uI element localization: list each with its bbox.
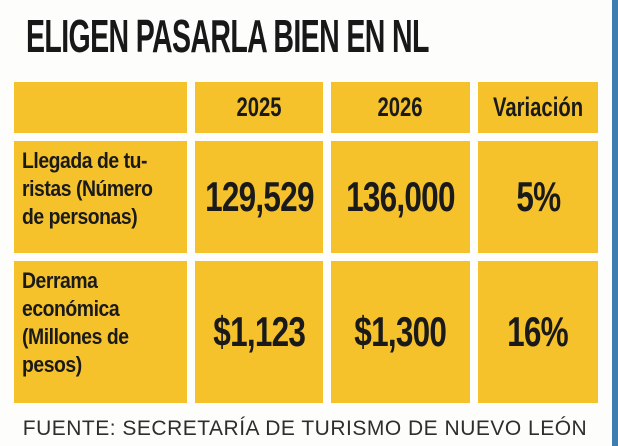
economic-impact-2026-value: $1,300 (354, 308, 448, 355)
economic-impact-variation-value: 16% (507, 308, 570, 355)
source-note: FUENTE: SECRETARÍA DE TURISMO DE NUEVO L… (22, 417, 588, 440)
tourist-arrivals-2026-value: 136,000 (346, 173, 455, 220)
right-edge-accent (612, 0, 618, 446)
row-label-economic-impact: Derrama económica (Millones de pesos) (14, 261, 187, 403)
tourism-table: 2025 2026 Variación Llegada de tu- rista… (14, 82, 598, 403)
tourist-arrivals-2025-cell: 129,529 (195, 141, 323, 253)
tourist-arrivals-2025-value: 129,529 (204, 173, 314, 220)
economic-impact-2025-value: $1,123 (213, 308, 306, 355)
row-label-text: Llegada de tu- ristas (Número de persona… (22, 148, 153, 230)
header-cell-empty (14, 82, 187, 133)
header-cell-2025: 2025 (195, 82, 323, 133)
row-label-text: Derrama económica (Millones de pesos) (22, 268, 129, 378)
header-cell-variacion: Variación (478, 82, 598, 133)
header-cell-2026: 2026 (331, 82, 470, 133)
tourist-arrivals-variation-cell: 5% (478, 141, 598, 253)
page-title: ELIGEN PASARLA BIEN EN NL (26, 10, 429, 62)
header-label-2025: 2025 (236, 92, 282, 122)
row-label-tourist-arrivals: Llegada de tu- ristas (Número de persona… (14, 141, 187, 253)
economic-impact-2026-cell: $1,300 (331, 261, 470, 403)
tourist-arrivals-2026-cell: 136,000 (331, 141, 470, 253)
tourist-arrivals-variation-value: 5% (515, 173, 561, 220)
header-label-variacion: Variación (492, 92, 584, 122)
economic-impact-variation-cell: 16% (478, 261, 598, 403)
header-label-2026: 2026 (377, 92, 424, 122)
economic-impact-2025-cell: $1,123 (195, 261, 323, 403)
